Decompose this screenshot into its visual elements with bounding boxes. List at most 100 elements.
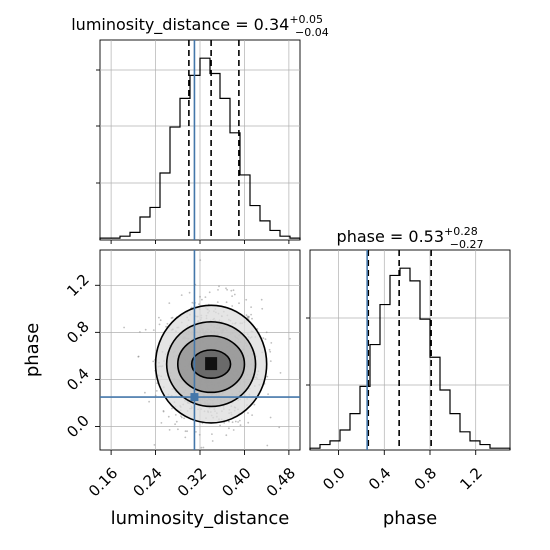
sample-point xyxy=(158,316,160,319)
sample-point xyxy=(238,302,240,305)
sample-point xyxy=(225,287,227,290)
sample-point xyxy=(230,289,233,292)
sample-point xyxy=(153,444,156,446)
sample-point xyxy=(144,391,146,394)
sample-point xyxy=(231,295,234,297)
sample-point xyxy=(219,424,222,427)
sample-point xyxy=(231,305,234,307)
sample-point xyxy=(199,259,202,261)
sample-point xyxy=(202,446,205,449)
joint-ytick-label-1: 0.4 xyxy=(63,365,93,395)
sample-point xyxy=(225,301,228,304)
joint-ytick-label-2: 0.8 xyxy=(63,318,93,348)
sample-point xyxy=(123,326,125,329)
sample-point xyxy=(166,322,169,325)
sample-point xyxy=(170,317,173,319)
joint-xtick-label-1: 0.24 xyxy=(129,464,165,500)
title-luminosity-distance-sub: −0.04 xyxy=(295,26,329,39)
sample-point xyxy=(191,301,194,304)
sample-point xyxy=(247,412,249,414)
sample-point xyxy=(250,306,253,308)
title-luminosity-distance: luminosity_distance = 0.34+0.05 −0.04 xyxy=(71,13,329,39)
sample-point xyxy=(198,303,200,305)
sample-point xyxy=(154,394,157,397)
phase-hist-step xyxy=(309,267,511,450)
sample-point xyxy=(218,285,220,288)
sample-point xyxy=(155,390,158,392)
sample-point xyxy=(279,372,282,374)
sample-point xyxy=(234,420,237,423)
sample-point xyxy=(159,319,162,322)
sample-point xyxy=(199,295,201,298)
sample-point xyxy=(238,419,241,422)
sample-point xyxy=(231,421,234,424)
sample-point xyxy=(198,433,201,436)
sample-point xyxy=(223,421,226,424)
sample-point xyxy=(264,338,267,341)
sample-point xyxy=(204,296,207,298)
sample-point xyxy=(211,440,214,442)
sample-point xyxy=(168,302,171,304)
sample-point xyxy=(239,424,242,426)
sample-point xyxy=(195,431,197,433)
sample-point xyxy=(152,329,155,331)
phase-xtick-label-3: 1.2 xyxy=(456,464,486,494)
sample-point xyxy=(251,317,253,320)
joint-ytick-label-0: 0.0 xyxy=(63,412,93,442)
sample-point xyxy=(184,436,187,439)
sample-point xyxy=(266,375,269,378)
sample-point xyxy=(208,291,211,294)
sample-point xyxy=(267,393,269,395)
title-luminosity-distance-sup: +0.05 xyxy=(289,13,323,26)
hist-phase-panel: 0.0 0.4 0.8 1.2 xyxy=(306,249,511,494)
sample-point xyxy=(180,294,183,296)
joint-ytick-label-3: 1.2 xyxy=(63,270,93,300)
sample-point xyxy=(144,328,147,331)
sample-point xyxy=(158,323,161,326)
sample-point xyxy=(139,331,141,333)
sample-point xyxy=(183,417,186,420)
sample-point xyxy=(237,421,240,423)
sample-point xyxy=(186,430,189,433)
joint-xtick-label-3: 0.40 xyxy=(218,464,254,500)
title-phase-sup: +0.28 xyxy=(444,225,478,238)
sample-point xyxy=(262,337,265,339)
sample-point xyxy=(246,315,249,318)
sample-point xyxy=(174,414,177,416)
ld-hist-step xyxy=(99,57,301,240)
sample-point xyxy=(177,428,179,431)
sample-point xyxy=(184,430,187,433)
sample-point xyxy=(160,422,163,424)
sample-point xyxy=(270,342,273,344)
sample-point xyxy=(201,298,203,301)
phase-frame xyxy=(309,249,511,451)
sample-point xyxy=(137,355,140,358)
sample-point xyxy=(226,288,229,291)
sample-point xyxy=(266,444,269,447)
joint-xtick-label-2: 0.32 xyxy=(174,464,210,500)
xlabel-luminosity-distance: luminosity_distance xyxy=(111,508,290,529)
sample-point xyxy=(232,429,235,431)
sample-point xyxy=(148,400,151,403)
sample-point xyxy=(168,429,171,431)
sample-point xyxy=(216,301,219,303)
sample-point xyxy=(200,446,203,449)
phase-xtick-label-2: 0.8 xyxy=(411,464,441,494)
sample-point xyxy=(228,427,230,430)
density-peak xyxy=(205,357,218,371)
sample-point xyxy=(261,307,264,310)
sample-point xyxy=(167,415,170,418)
title-phase: phase = 0.53+0.28 −0.27 xyxy=(337,225,484,251)
sample-point xyxy=(269,350,272,353)
hist-luminosity-distance-panel xyxy=(96,39,301,244)
sample-point xyxy=(180,416,183,419)
sample-point xyxy=(289,337,291,340)
sample-point xyxy=(162,410,165,412)
joint-xtick-label-4: 0.48 xyxy=(263,464,299,500)
joint-truth-marker xyxy=(190,393,199,402)
sample-point xyxy=(211,433,213,435)
sample-point xyxy=(265,331,268,334)
sample-point xyxy=(165,325,168,328)
sample-point xyxy=(245,298,248,301)
